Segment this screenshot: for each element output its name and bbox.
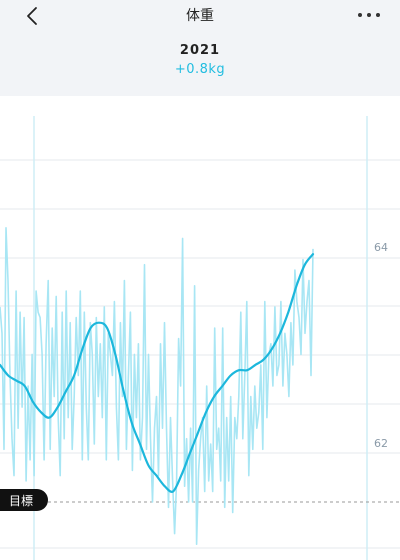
more-horizontal-icon	[358, 13, 380, 17]
goal-label: 目標	[9, 493, 34, 508]
weight-chart[interactable]: 64 62	[0, 96, 400, 560]
header: 体重 2021 +0.8kg	[0, 0, 400, 96]
y-tick-label: 62	[374, 437, 388, 450]
chevron-left-icon	[27, 7, 37, 25]
y-tick-label: 64	[374, 241, 388, 254]
weight-change: +0.8kg	[174, 62, 226, 77]
raw-weight-series	[0, 227, 314, 545]
goal-badge[interactable]: 目標	[0, 489, 48, 511]
grid-lines	[0, 116, 400, 560]
trend-weight-series	[0, 253, 315, 493]
period-label: 2021	[179, 43, 221, 58]
back-button[interactable]	[20, 4, 44, 28]
more-button[interactable]	[356, 4, 382, 26]
page-title: 体重	[186, 8, 214, 24]
